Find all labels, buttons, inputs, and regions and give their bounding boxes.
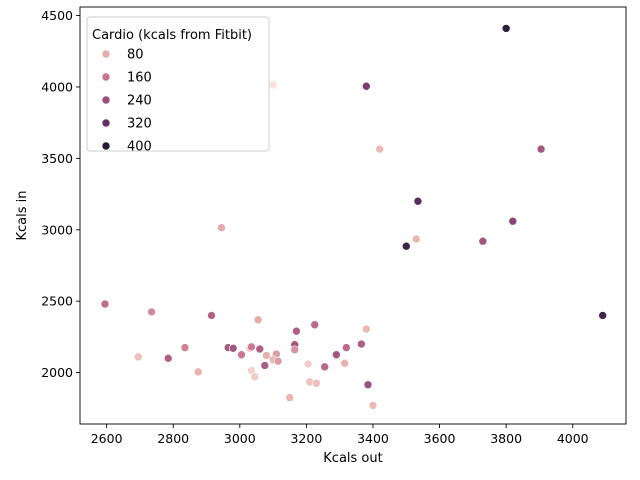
legend: Cardio (kcals from Fitbit) 80 160 240 320 40… — [86, 16, 270, 155]
data-point — [411, 234, 421, 244]
data-point — [253, 315, 263, 325]
data-point — [342, 343, 351, 352]
data-point — [310, 320, 320, 330]
data-point — [260, 361, 270, 370]
data-point — [303, 359, 313, 369]
y-axis-label: Kcals in — [15, 190, 30, 240]
legend-marker — [101, 49, 111, 59]
data-point — [217, 223, 226, 232]
y-tick-label: 2500 — [41, 294, 73, 309]
x-tick-label: 4000 — [557, 431, 589, 446]
legend-marker — [101, 72, 111, 82]
data-point — [413, 196, 423, 206]
data-point — [180, 343, 190, 352]
x-tick-label: 3400 — [357, 431, 389, 446]
data-point — [312, 378, 321, 388]
data-point — [292, 326, 301, 336]
data-point — [290, 345, 300, 355]
legend-title: Cardio (kcals from Fitbit) — [92, 28, 252, 43]
data-point — [207, 311, 216, 320]
data-point — [340, 359, 349, 368]
data-point — [320, 362, 330, 372]
x-tick-label: 2800 — [157, 431, 189, 446]
data-point — [250, 372, 260, 382]
y-tick-label: 2000 — [41, 365, 73, 380]
legend-label: 80 — [127, 48, 144, 63]
data-point — [362, 81, 371, 91]
x-tick-label: 3600 — [424, 431, 456, 446]
legend-label: 320 — [127, 117, 152, 132]
data-point — [598, 311, 607, 320]
x-axis: 2600 2800 3000 3200 3400 3600 3800 4000 — [91, 424, 589, 446]
data-point — [401, 241, 411, 251]
data-point — [375, 144, 384, 154]
data-point — [362, 324, 371, 334]
legend-marker — [101, 118, 111, 128]
y-tick-label: 4000 — [41, 79, 73, 94]
legend-label: 400 — [127, 140, 152, 155]
legend-label: 240 — [127, 94, 152, 109]
y-tick-label: 4500 — [41, 8, 73, 23]
points-layer — [100, 24, 607, 410]
data-point — [332, 350, 341, 360]
data-point — [478, 236, 488, 246]
legend-label: 160 — [127, 71, 152, 86]
legend-marker — [101, 95, 111, 105]
data-point — [508, 216, 518, 226]
data-point — [285, 393, 295, 402]
data-point — [237, 350, 246, 360]
data-point — [273, 356, 283, 366]
data-point — [193, 367, 203, 377]
data-point — [363, 380, 373, 390]
y-tick-label: 3000 — [41, 222, 73, 237]
legend-box — [86, 16, 270, 152]
legend-marker — [101, 141, 111, 151]
x-axis-label: Kcals out — [323, 451, 382, 466]
data-point — [228, 344, 238, 353]
data-point — [255, 344, 265, 354]
data-point — [100, 299, 110, 309]
data-point — [247, 342, 256, 352]
x-tick-label: 3000 — [224, 431, 256, 446]
x-tick-label: 3200 — [290, 431, 322, 446]
x-tick-label: 3800 — [490, 431, 522, 446]
data-point — [262, 351, 271, 360]
data-point — [147, 307, 156, 317]
y-axis: 2000 2500 3000 3500 4000 4500 — [41, 8, 80, 380]
data-point — [536, 144, 546, 154]
legend-entries: 80 160 240 320 400 — [101, 48, 152, 155]
data-point — [268, 80, 278, 90]
data-point — [368, 401, 378, 410]
x-tick-label: 2600 — [91, 431, 123, 446]
y-tick-label: 3500 — [41, 151, 73, 166]
plot-frame — [79, 6, 627, 425]
data-point — [163, 354, 173, 363]
data-point — [357, 339, 366, 349]
data-point — [501, 24, 511, 33]
data-point — [133, 352, 143, 362]
